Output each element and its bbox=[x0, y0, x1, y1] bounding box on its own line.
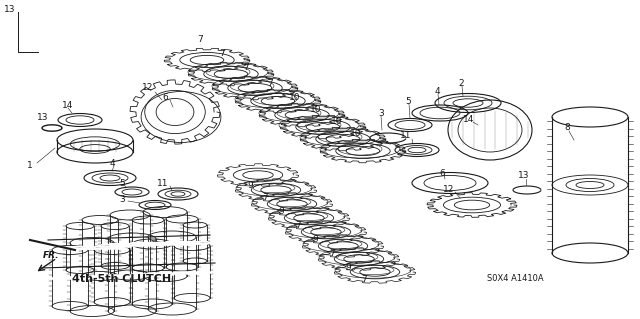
Text: 1: 1 bbox=[27, 160, 33, 169]
Text: 4: 4 bbox=[109, 159, 115, 167]
Text: 12: 12 bbox=[444, 184, 454, 194]
Text: 11: 11 bbox=[157, 180, 169, 189]
Text: 10: 10 bbox=[332, 116, 343, 125]
Text: 9: 9 bbox=[278, 207, 284, 217]
Text: 5: 5 bbox=[119, 179, 125, 188]
Text: 6: 6 bbox=[439, 168, 445, 177]
Text: 7: 7 bbox=[243, 63, 249, 72]
Text: S0X4 A1410A: S0X4 A1410A bbox=[487, 274, 543, 283]
Text: 13: 13 bbox=[37, 114, 49, 122]
Text: 7: 7 bbox=[197, 35, 203, 44]
Text: 10: 10 bbox=[289, 93, 301, 101]
Text: 3: 3 bbox=[378, 108, 384, 117]
Text: FR.: FR. bbox=[43, 251, 60, 260]
Text: 14: 14 bbox=[62, 101, 74, 110]
Text: 12: 12 bbox=[142, 84, 154, 93]
Text: 7: 7 bbox=[295, 221, 301, 231]
Text: 2: 2 bbox=[458, 78, 464, 87]
Text: 4: 4 bbox=[434, 86, 440, 95]
Text: 9: 9 bbox=[345, 263, 351, 271]
Text: 7: 7 bbox=[219, 49, 225, 58]
Text: 11: 11 bbox=[400, 131, 412, 140]
Text: 14: 14 bbox=[463, 115, 475, 123]
Text: 7: 7 bbox=[267, 78, 273, 87]
Text: 7: 7 bbox=[262, 194, 268, 203]
Text: 10: 10 bbox=[350, 129, 362, 137]
Text: 6: 6 bbox=[162, 93, 168, 102]
Text: 4th-5th CLUTCH: 4th-5th CLUTCH bbox=[72, 274, 171, 284]
Text: 9: 9 bbox=[312, 235, 318, 244]
Text: 7: 7 bbox=[329, 249, 335, 258]
Text: 3: 3 bbox=[119, 196, 125, 204]
Text: 10: 10 bbox=[310, 105, 322, 114]
Text: 9: 9 bbox=[247, 181, 253, 189]
Text: 13: 13 bbox=[518, 172, 530, 181]
Text: 13: 13 bbox=[4, 5, 16, 14]
Text: 5: 5 bbox=[405, 97, 411, 106]
Text: 8: 8 bbox=[564, 123, 570, 132]
Text: 7: 7 bbox=[361, 276, 367, 285]
